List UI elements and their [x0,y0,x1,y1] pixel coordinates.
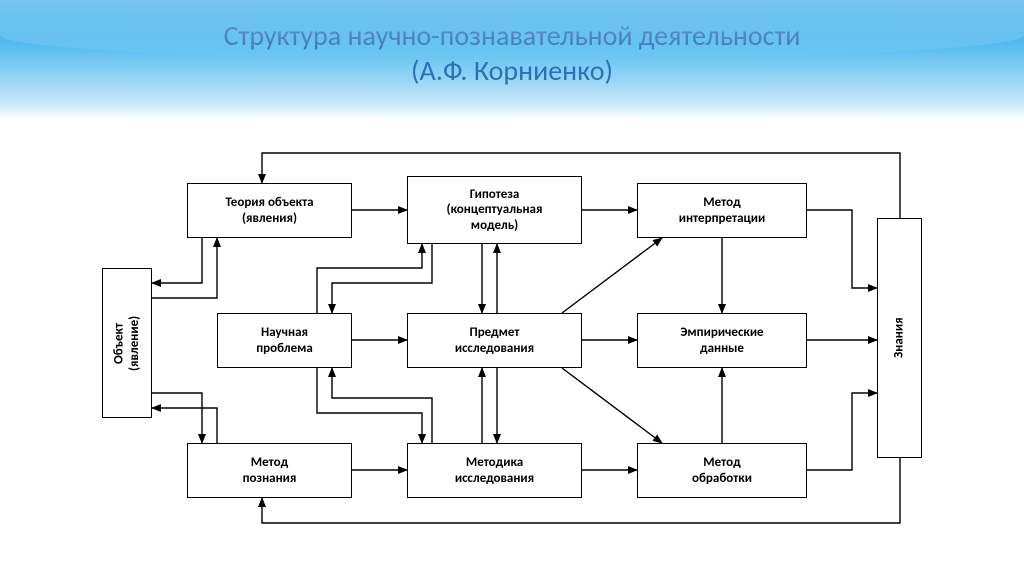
node-metod_obr: Методобработки [637,443,807,498]
edge-predmet-metod_obr [562,368,662,443]
edge-metod_obr-znaniya [807,393,877,470]
edge-obekt-metod_pozn [152,393,202,443]
node-gipoteza: Гипотеза(концептуальнаямодель) [407,176,582,244]
edge-metodika-nauch_prob [332,368,432,443]
node-metod_int: Методинтерпретации [637,183,807,238]
node-nauch_prob: Научнаяпроблема [217,313,352,368]
page-title-line2: (А.Ф. Корниенко) [0,53,1024,88]
edge-predmet-metod_int [562,238,662,313]
page-title-line1: Структура научно-познавательной деятельн… [0,18,1024,53]
edge-teoriya-obekt [152,238,202,283]
edge-nauch_prob-metodika [317,368,422,443]
slide-header: Структура научно-познавательной деятельн… [0,0,1024,120]
edge-metod_int-znaniya [807,210,877,288]
node-predmet: Предметисследования [407,313,582,368]
node-metodika: Методикаисследования [407,443,582,498]
node-znaniya: Знания [877,218,922,458]
edge-nauch_prob-gipoteza [317,244,422,313]
node-obekt: Объект(явление) [102,268,152,418]
edge-gipoteza-nauch_prob [332,244,432,313]
edge-obekt-teoriya [152,238,217,298]
node-teoriya: Теория объекта(явления) [187,183,352,238]
diagram-canvas: Теория объекта(явления) Гипотеза(концепту… [62,138,962,538]
node-metod_pozn: Методпознания [187,443,352,498]
node-empir: Эмпирическиеданные [637,313,807,368]
edge-metod_pozn-obekt [152,408,217,443]
